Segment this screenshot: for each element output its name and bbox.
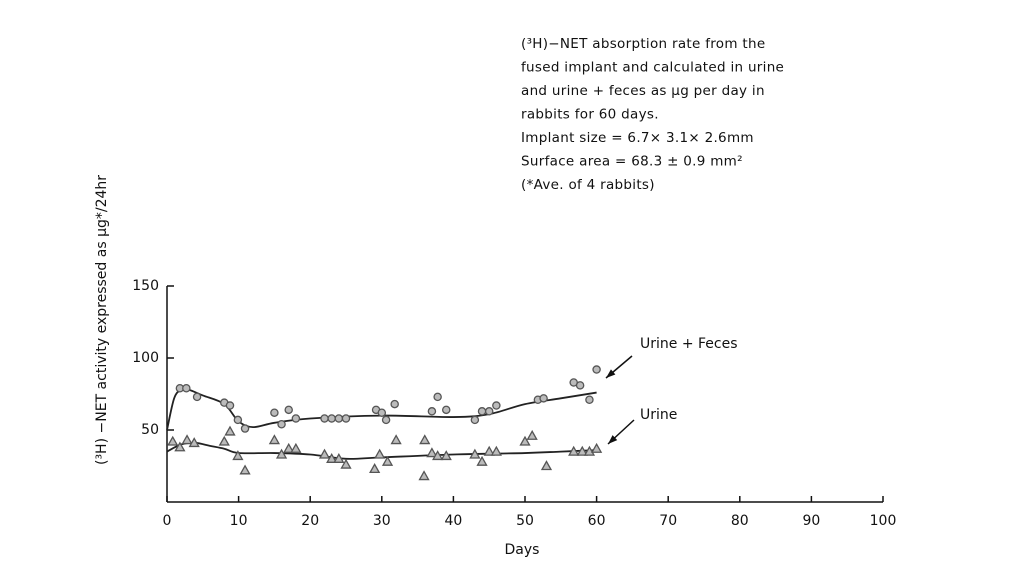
y-tick-label: 150 — [132, 278, 159, 294]
point — [492, 401, 501, 410]
point — [568, 445, 580, 456]
x-tick-label: 90 — [802, 513, 820, 529]
point — [341, 414, 351, 423]
point — [224, 425, 236, 436]
annotation-line: fused implant and calculated in urine — [521, 60, 784, 76]
point — [583, 445, 596, 456]
series-label: Urine — [640, 407, 677, 423]
point — [327, 414, 336, 423]
point — [390, 399, 399, 409]
point — [381, 455, 394, 466]
x-tick-label: 20 — [301, 513, 319, 529]
point — [192, 392, 202, 402]
point — [483, 445, 495, 456]
point — [174, 441, 186, 452]
point — [575, 381, 585, 390]
point — [519, 435, 531, 446]
point — [432, 450, 444, 461]
point — [181, 434, 193, 445]
annotation-line: and urine + feces as μg per day in — [521, 83, 765, 99]
x-tick-label: 10 — [230, 513, 248, 529]
y-axis-title: (³H) −NET activity expressed as μg*/24hr — [94, 175, 110, 465]
point — [291, 414, 301, 423]
point — [419, 434, 431, 445]
point — [426, 447, 438, 458]
point — [427, 407, 437, 416]
point — [240, 424, 250, 433]
point — [333, 452, 345, 463]
point — [225, 401, 235, 410]
x-tick-label: 60 — [588, 513, 606, 529]
point — [340, 458, 352, 469]
point — [283, 442, 295, 453]
annotation-line: Surface area = 68.3 ± 0.9 mm² — [521, 154, 743, 170]
y-tick-label: 100 — [132, 350, 159, 366]
point — [539, 394, 548, 403]
point — [484, 407, 494, 416]
point — [239, 464, 251, 475]
point — [418, 470, 430, 481]
point — [585, 395, 594, 405]
arrow-head — [608, 435, 618, 444]
point — [167, 435, 179, 446]
x-tick-label: 0 — [163, 513, 172, 529]
point — [268, 434, 281, 445]
point — [320, 414, 329, 423]
point — [290, 442, 302, 453]
point — [433, 392, 442, 402]
point — [318, 448, 331, 459]
point — [576, 445, 588, 456]
annotation-line: (*Ave. of 4 rabbits) — [521, 177, 655, 193]
point — [592, 365, 601, 374]
point — [326, 452, 338, 463]
point — [477, 407, 487, 416]
point — [232, 450, 244, 461]
point — [233, 415, 243, 425]
annotation-line: (³H)−NET absorption rate from the — [521, 36, 765, 52]
point — [284, 405, 293, 415]
point — [441, 405, 451, 415]
x-tick-label: 50 — [516, 513, 534, 529]
annotation-line: Implant size = 6.7× 3.1× 2.6mm — [521, 130, 754, 146]
point — [334, 414, 344, 423]
x-tick-label: 80 — [731, 513, 749, 529]
point — [540, 460, 553, 471]
x-tick-label: 40 — [444, 513, 462, 529]
x-tick-label: 100 — [870, 513, 897, 529]
point — [275, 448, 288, 459]
arrow-head — [606, 369, 616, 378]
x-axis-title: Days — [505, 542, 540, 558]
point — [490, 445, 502, 456]
series-label: Urine + Feces — [640, 336, 738, 352]
point — [277, 419, 286, 429]
point — [590, 442, 603, 453]
point — [470, 415, 480, 425]
point — [390, 434, 402, 445]
point — [182, 383, 191, 393]
point — [218, 435, 230, 446]
point — [374, 448, 386, 459]
point — [440, 450, 452, 461]
point — [469, 448, 481, 459]
annotation-line: rabbits for 60 days. — [521, 107, 659, 123]
point — [369, 463, 381, 474]
y-tick-label: 50 — [141, 422, 159, 438]
point — [270, 408, 279, 417]
point — [377, 408, 387, 417]
point — [381, 415, 391, 425]
point — [188, 437, 200, 448]
x-tick-label: 70 — [659, 513, 677, 529]
point — [476, 455, 488, 466]
point — [526, 429, 538, 440]
x-tick-label: 30 — [373, 513, 391, 529]
